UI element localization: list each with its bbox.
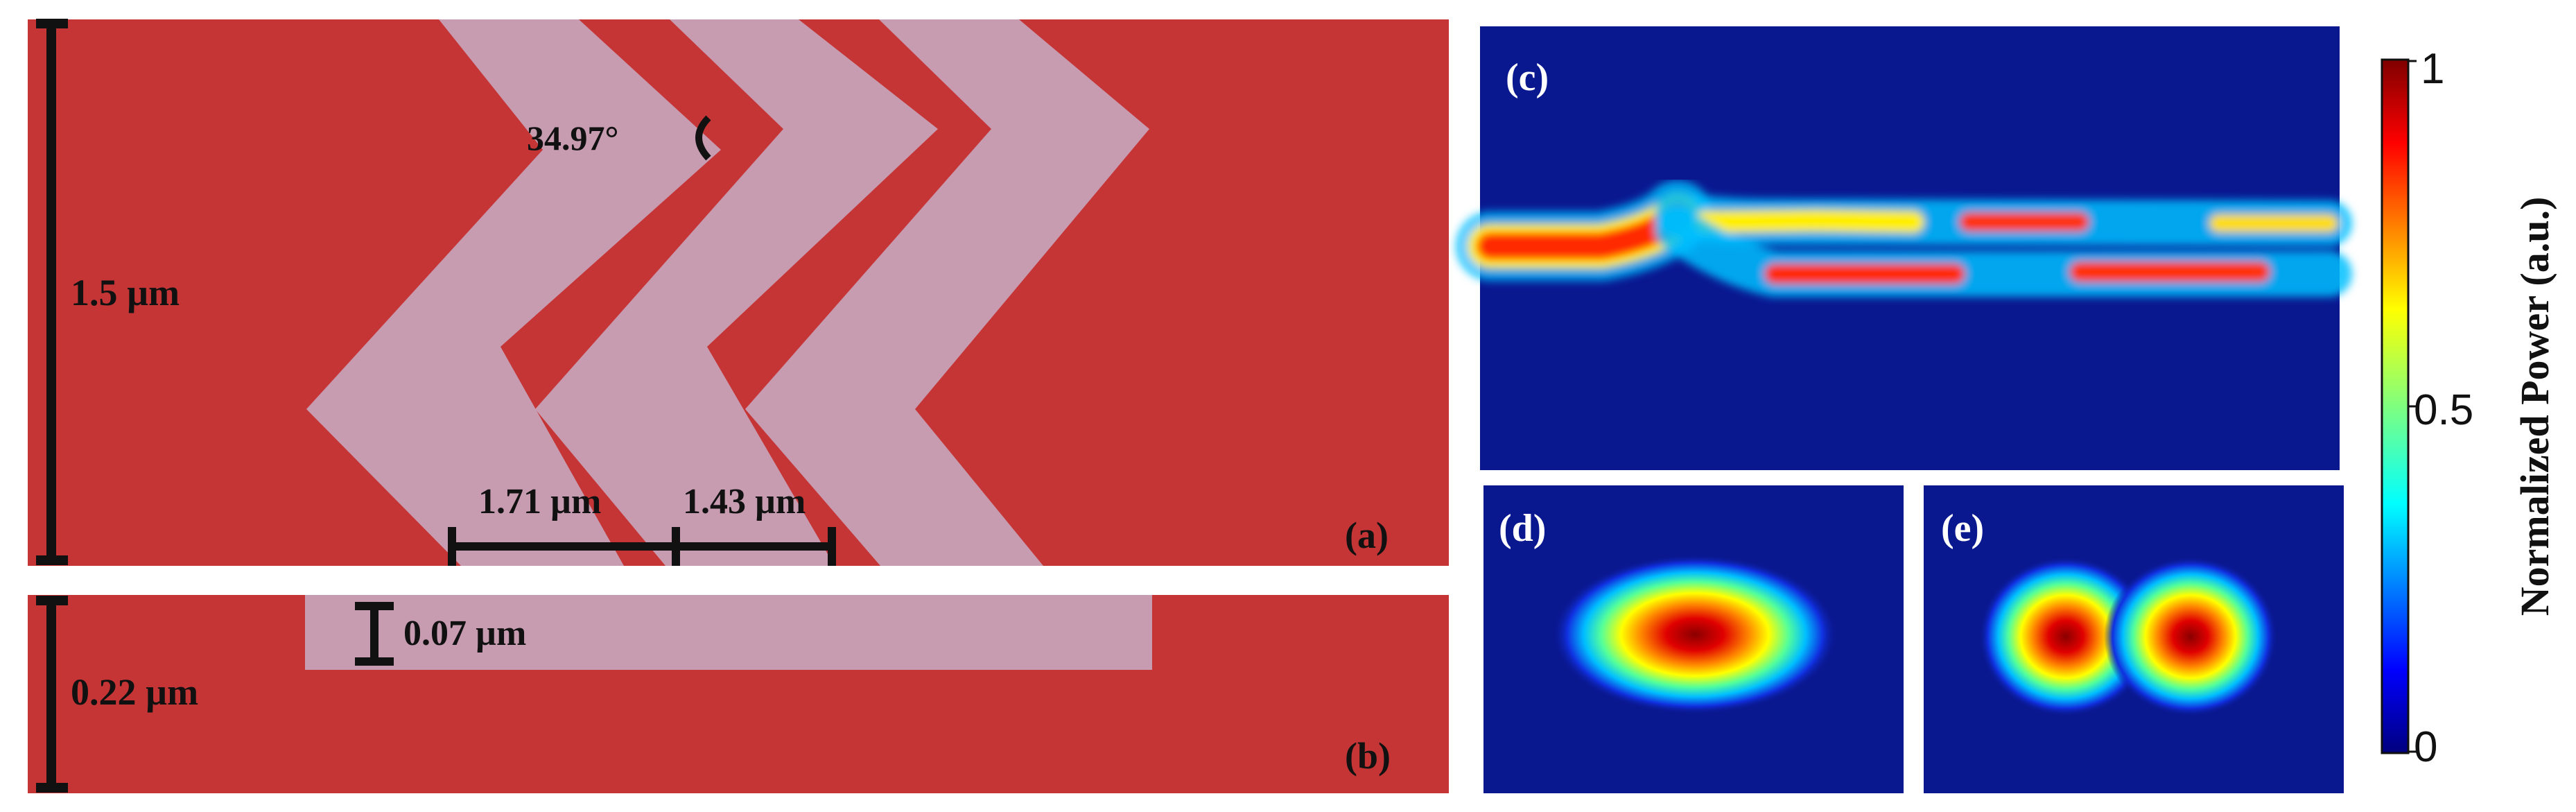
chevron-grating-3 [745,19,1149,566]
period-dimension-label: 1.71 µm [478,482,601,521]
propagation-beams [1456,180,2352,297]
colorbar: 1 0.5 0 Normalized Power (a.u.) [2381,45,2557,771]
period-width-dimension [448,527,836,566]
height-dimension [36,19,68,565]
panel-b-label: (b) [1345,735,1391,777]
panel-d-label: (d) [1499,507,1546,550]
panel-a-label: (a) [1345,515,1389,556]
panel-d-first-mode: (d) [1483,485,1904,793]
mode-e-lobe-right [2104,557,2277,716]
etch-depth-dimension [355,602,394,666]
mode-d-profile [1553,555,1837,714]
chevron-grating-1 [306,19,721,566]
thickness-dimension [36,596,68,793]
etched-grating-layer [305,595,1152,670]
colorbar-ticks [2408,60,2417,753]
mode-e-lobe-left [1979,557,2152,716]
colorbar-tick-mid: 0.5 [2414,386,2473,434]
height-dimension-label: 1.5 µm [71,272,180,313]
colorbar-tick-max: 1 [2421,45,2444,93]
panel-c-label: (c) [1506,56,1549,99]
width-dimension-label: 1.43 µm [683,482,806,521]
panel-e-label: (e) [1941,507,1984,550]
chevron-grating-2 [535,19,938,566]
thickness-dimension-label: 0.22 µm [71,671,198,713]
panel-e-second-mode: (e) [1924,485,2344,793]
panel-b-side-view: 0.22 µm 0.07 µm (b) [28,595,1449,793]
colorbar-tick-min: 0 [2414,723,2437,771]
angle-arc-icon [695,115,711,161]
panel-a-top-view: 1.5 µm 34.97° 1.71 µm 1.43 µm (a) [28,19,1449,566]
colorbar-gradient [2381,58,2410,754]
panel-c-propagation-field: (c) [1456,26,2352,470]
colorbar-title: Normalized Power (a.u.) [2512,197,2557,616]
etch-depth-dimension-label: 0.07 µm [403,614,526,653]
angle-label: 34.97° [527,119,619,157]
